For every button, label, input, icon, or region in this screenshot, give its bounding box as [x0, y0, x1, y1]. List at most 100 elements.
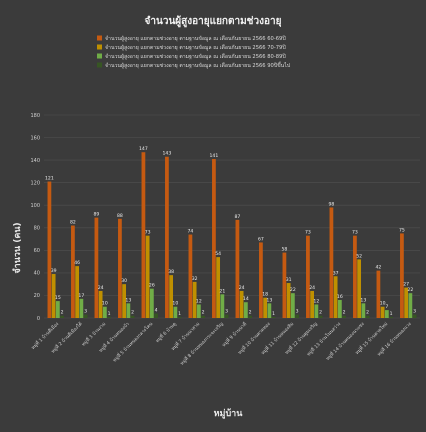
bar [243, 302, 248, 318]
bar [404, 287, 409, 318]
data-label: 67 [258, 236, 264, 242]
data-label: 16 [337, 294, 343, 300]
data-label: 98 [328, 201, 334, 207]
bar [118, 218, 122, 318]
data-label: 18 [262, 292, 268, 298]
legend-entry: จำนวนผู้สูงอายุ แยกตามช่วงอายุ ตามฐานข้อ… [105, 44, 286, 51]
data-label: 3 [84, 309, 87, 315]
data-label: 30 [121, 278, 127, 284]
data-label: 3 [413, 309, 416, 315]
legend-entry: จำนวนผู้สูงอายุ แยกตามช่วงอายุ ตามฐานข้อ… [105, 53, 286, 60]
bar [263, 297, 268, 318]
bar [83, 314, 88, 318]
data-label: 10 [380, 301, 386, 307]
bar [224, 314, 229, 318]
data-label: 58 [281, 247, 287, 253]
data-label: 75 [399, 227, 405, 233]
chart-title: จำนวนผู้สูงอายุแยกตามช่วงอายุ [145, 15, 282, 28]
bar [380, 306, 385, 318]
data-label: 52 [356, 253, 362, 259]
bar [188, 234, 193, 318]
y-tick-label: 0 [37, 316, 40, 322]
data-label: 1 [390, 311, 393, 317]
x-category-label: หมู่ที่ 5 บ้านหนองกลางโคน [111, 320, 155, 364]
bar [357, 259, 362, 318]
data-label: 21 [219, 288, 225, 294]
legend: จำนวนผู้สูงอายุ แยกตามช่วงอายุ ตามฐานข้อ… [97, 35, 290, 69]
bar [196, 304, 201, 318]
bar [71, 225, 75, 318]
data-label: 1 [272, 311, 275, 317]
x-category-label: หมู่ที่ 14 บ้านหนองนาแซง [324, 320, 366, 362]
legend-swatch [97, 44, 102, 50]
data-label: 2 [319, 310, 322, 316]
bar [216, 257, 221, 318]
data-label: 37 [333, 270, 339, 276]
data-label: 17 [78, 293, 84, 299]
data-label: 2 [61, 310, 64, 316]
data-label: 82 [70, 220, 76, 226]
bar [333, 276, 338, 318]
bar [271, 316, 276, 318]
bar [60, 315, 64, 318]
data-label: 13 [360, 297, 366, 303]
data-label: 22 [407, 287, 413, 293]
bar [384, 310, 389, 318]
legend-entry: จำนวนผู้สูงอายุ แยกตามช่วงอายุ ตามฐานข้อ… [105, 61, 290, 69]
bar [192, 281, 197, 318]
bar [365, 315, 370, 318]
data-label: 24 [98, 285, 104, 291]
data-label: 143 [163, 151, 172, 157]
data-label: 4 [155, 307, 158, 313]
data-label: 24 [309, 285, 315, 291]
bar [47, 181, 52, 318]
x-category-label: หมู่ที่ 3 บ้านงาม [80, 320, 107, 347]
data-labels: 1213915282461738924101883013214773264143… [45, 146, 416, 317]
bar [329, 207, 334, 318]
data-label: 15 [55, 295, 61, 301]
data-label: 42 [375, 265, 381, 271]
bar [318, 315, 323, 318]
bar [141, 152, 146, 318]
bar [248, 315, 252, 318]
data-label: 10 [172, 301, 178, 307]
bar [145, 235, 150, 318]
bar [259, 242, 263, 318]
y-tick-label: 40 [34, 271, 40, 277]
bar [310, 290, 315, 318]
data-label: 73 [145, 230, 151, 236]
y-tick-label: 100 [30, 203, 40, 209]
bar [337, 299, 342, 318]
bar [126, 303, 131, 318]
data-label: 3 [296, 309, 299, 315]
data-label: 27 [403, 282, 409, 288]
bar [235, 219, 240, 318]
data-label: 24 [239, 285, 245, 291]
bar [122, 284, 127, 318]
bars [47, 152, 417, 318]
data-label: 26 [149, 283, 155, 289]
bar [295, 314, 299, 318]
bar [177, 316, 182, 318]
legend-swatch [97, 53, 102, 59]
bar [400, 233, 404, 318]
data-label: 73 [352, 230, 358, 236]
bar [75, 266, 80, 318]
y-tick-label: 120 [30, 180, 40, 186]
bar [173, 306, 178, 318]
data-label: 31 [286, 277, 292, 283]
data-label: 1 [108, 311, 111, 317]
y-tick-label: 20 [34, 293, 40, 299]
bar [102, 306, 107, 318]
bar [267, 303, 272, 318]
bar [51, 274, 56, 318]
legend-swatch [97, 35, 102, 41]
data-label: 2 [202, 310, 205, 316]
y-axis-ticks: 0 20 40 60 80 100 120 140 160 180 [30, 113, 40, 322]
y-tick-label: 80 [34, 226, 40, 232]
data-label: 141 [210, 153, 219, 159]
data-label: 10 [102, 301, 108, 307]
y-axis-title: จำนวน (คน) [12, 222, 23, 273]
